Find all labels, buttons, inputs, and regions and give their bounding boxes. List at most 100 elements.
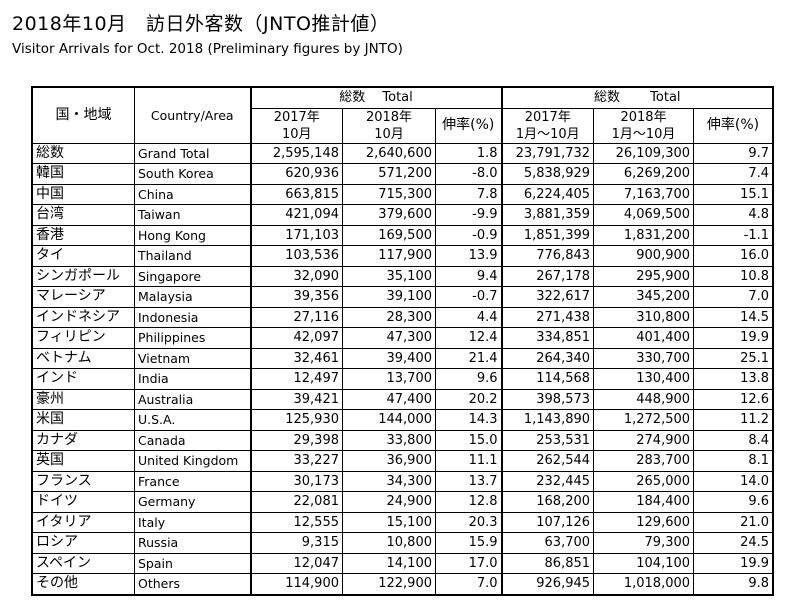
- ytd-2017-cell: 86,851: [500, 552, 595, 574]
- region-en-cell: Indonesia: [134, 306, 251, 328]
- month-growth-cell: 21.4: [434, 347, 503, 369]
- table-row: 英国 United Kingdom 33,227 36,900 11.1 262,544 2…: [32, 450, 774, 472]
- table-row: フィリピン Philippines 42,097 47,300 12.4 334,851 4…: [32, 327, 774, 349]
- ytd-2017-cell: 271,438: [500, 306, 595, 328]
- header-ytd-2017-range: 1月～10月: [515, 126, 580, 142]
- table-row: 台湾 Taiwan 421,094 379,600 -9.9 3,881,359 4,069…: [32, 204, 774, 226]
- header-ytd-2018: 2018年 1月～10月: [593, 107, 695, 144]
- region-jp-cell: フィリピン: [32, 327, 135, 349]
- ytd-2017-cell: 5,838,929: [500, 163, 595, 185]
- month-2018-cell: 571,200: [342, 163, 436, 185]
- month-2018-cell: 715,300: [342, 183, 436, 205]
- month-growth-cell: -8.0: [434, 163, 503, 185]
- month-2018-cell: 35,100: [342, 265, 436, 287]
- table-row: 韓国 South Korea 620,936 571,200 -8.0 5,838,929…: [32, 163, 774, 185]
- region-en-cell: Grand Total: [134, 142, 251, 164]
- month-2017-cell: 171,103: [249, 224, 343, 246]
- ytd-2017-cell: 322,617: [500, 286, 595, 308]
- month-2017-cell: 12,497: [249, 368, 343, 390]
- ytd-growth-cell: 10.8: [693, 265, 774, 287]
- table-row: 総数 Grand Total 2,595,148 2,640,600 1.8 23,791…: [32, 142, 774, 164]
- ytd-growth-cell: 8.1: [693, 450, 774, 472]
- table-row: フランス France 30,173 34,300 13.7 232,445 265,000…: [32, 470, 774, 492]
- month-2018-cell: 24,900: [342, 491, 436, 513]
- ytd-2017-cell: 334,851: [500, 327, 595, 349]
- header-region-jp: 国・地域: [32, 87, 135, 144]
- table-row: シンガポール Singapore 32,090 35,100 9.4 267,178 295…: [32, 265, 774, 287]
- month-2017-cell: 12,555: [249, 511, 343, 533]
- table-row: ベトナム Vietnam 32,461 39,400 21.4 264,340 330,70…: [32, 347, 774, 369]
- month-2018-cell: 34,300: [342, 470, 436, 492]
- month-2018-cell: 169,500: [342, 224, 436, 246]
- region-jp-cell: スペイン: [32, 552, 135, 574]
- ytd-2017-cell: 23,791,732: [500, 142, 595, 164]
- ytd-2018-cell: 345,200: [593, 286, 695, 308]
- month-2017-cell: 125,930: [249, 409, 343, 431]
- ytd-2018-cell: 184,400: [593, 491, 695, 513]
- table-row: カナダ Canada 29,398 33,800 15.0 253,531 274,900 8…: [32, 429, 774, 451]
- region-jp-cell: インド: [32, 368, 135, 390]
- region-jp-cell: フランス: [32, 470, 135, 492]
- month-2017-cell: 32,461: [249, 347, 343, 369]
- region-en-cell: Italy: [134, 511, 251, 533]
- header-ytd-2018-year: 2018年: [620, 109, 667, 125]
- ytd-growth-cell: -1.1: [693, 224, 774, 246]
- ytd-2018-cell: 401,400: [593, 327, 695, 349]
- ytd-2018-cell: 295,900: [593, 265, 695, 287]
- page-title: 2018年10月 訪日外客数（JNTO推計値）: [12, 13, 390, 35]
- ytd-2017-cell: 3,881,359: [500, 204, 595, 226]
- ytd-2018-cell: 330,700: [593, 347, 695, 369]
- header-month-2017: 2017年 10月: [249, 107, 343, 144]
- region-en-cell: China: [134, 183, 251, 205]
- ytd-2018-cell: 6,269,200: [593, 163, 695, 185]
- header-ytd-2017: 2017年 1月～10月: [500, 107, 595, 144]
- month-growth-cell: 7.8: [434, 183, 503, 205]
- region-en-cell: India: [134, 368, 251, 390]
- ytd-2018-cell: 283,700: [593, 450, 695, 472]
- month-2018-cell: 39,400: [342, 347, 436, 369]
- table-row: タイ Thailand 103,536 117,900 13.9 776,843 900,9…: [32, 245, 774, 267]
- ytd-2017-cell: 232,445: [500, 470, 595, 492]
- month-growth-cell: 12.4: [434, 327, 503, 349]
- month-2017-cell: 32,090: [249, 265, 343, 287]
- month-growth-cell: 20.3: [434, 511, 503, 533]
- month-growth-cell: 9.4: [434, 265, 503, 287]
- ytd-growth-cell: 15.1: [693, 183, 774, 205]
- ytd-2017-cell: 926,945: [500, 573, 595, 595]
- header-month-2018-month: 10月: [374, 126, 404, 142]
- table-row: 香港 Hong Kong 171,103 169,500 -0.9 1,851,399 1,…: [32, 224, 774, 246]
- header-month-growth: 伸率(%): [434, 107, 503, 144]
- region-en-cell: U.S.A.: [134, 409, 251, 431]
- region-en-cell: Malaysia: [134, 286, 251, 308]
- ytd-growth-cell: 4.8: [693, 204, 774, 226]
- header-ytd-growth: 伸率(%): [693, 107, 774, 144]
- region-jp-cell: ドイツ: [32, 491, 135, 513]
- table-row: スペイン Spain 12,047 14,100 17.0 86,851 104,100 19…: [32, 552, 774, 574]
- region-jp-cell: 韓国: [32, 163, 135, 185]
- month-2017-cell: 27,116: [249, 306, 343, 328]
- region-en-cell: Vietnam: [134, 347, 251, 369]
- region-en-cell: Canada: [134, 429, 251, 451]
- month-2018-cell: 117,900: [342, 245, 436, 267]
- ytd-2018-cell: 448,900: [593, 388, 695, 410]
- month-2017-cell: 2,595,148: [249, 142, 343, 164]
- month-2017-cell: 114,900: [249, 573, 343, 595]
- month-2017-cell: 620,936: [249, 163, 343, 185]
- ytd-growth-cell: 14.5: [693, 306, 774, 328]
- month-2018-cell: 379,600: [342, 204, 436, 226]
- region-jp-cell: シンガポール: [32, 265, 135, 287]
- region-en-cell: Others: [134, 573, 251, 595]
- region-en-cell: Spain: [134, 552, 251, 574]
- month-2017-cell: 33,227: [249, 450, 343, 472]
- table-row: 米国 U.S.A. 125,930 144,000 14.3 1,143,890 1,272…: [32, 409, 774, 431]
- ytd-2017-cell: 1,851,399: [500, 224, 595, 246]
- table-row: イタリア Italy 12,555 15,100 20.3 107,126 129,600 2…: [32, 511, 774, 533]
- header-month-2017-month: 10月: [281, 126, 312, 142]
- month-2017-cell: 42,097: [249, 327, 343, 349]
- month-2018-cell: 36,900: [342, 450, 436, 472]
- ytd-2017-cell: 114,568: [500, 368, 595, 390]
- region-jp-cell: 総数: [32, 142, 135, 164]
- ytd-2018-cell: 4,069,500: [593, 204, 695, 226]
- ytd-2017-cell: 107,126: [500, 511, 595, 533]
- month-2018-cell: 10,800: [342, 532, 436, 554]
